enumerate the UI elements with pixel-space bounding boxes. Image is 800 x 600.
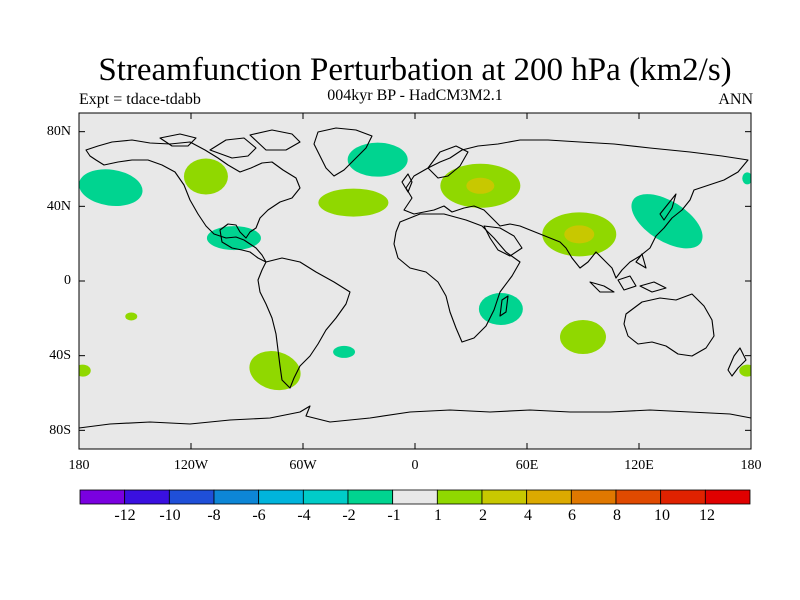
colorbar-swatch bbox=[124, 489, 170, 505]
lat-tick-label: 40S bbox=[49, 348, 71, 363]
colorbar-swatch bbox=[660, 489, 706, 505]
lon-tick-label: 120W bbox=[173, 458, 209, 473]
colorbar-label: -12 bbox=[114, 507, 136, 524]
lon-tick-label: 60W bbox=[289, 458, 317, 473]
anomaly-south-asia-core bbox=[564, 225, 595, 244]
colorbar-swatch bbox=[79, 489, 126, 505]
colorbar-label: 10 bbox=[654, 507, 670, 524]
lat-tick-label: 80N bbox=[46, 124, 71, 139]
colorbar-swatch bbox=[526, 489, 572, 505]
coast-british-isles bbox=[401, 173, 413, 193]
map-background bbox=[79, 113, 751, 449]
anomaly-south-indian-ocean bbox=[560, 320, 606, 354]
colorbar-label: 6 bbox=[568, 507, 576, 524]
coast-antarctica bbox=[78, 405, 752, 429]
coast-arctic-islands bbox=[159, 129, 301, 159]
period-model-label: 004kyr BP - HadCM3M2.1 bbox=[327, 87, 503, 104]
anomaly-regions bbox=[79, 142, 751, 391]
colorbar-swatch bbox=[570, 489, 617, 505]
lat-tick-label: 80S bbox=[49, 423, 71, 438]
colorbar-label: 2 bbox=[479, 507, 487, 524]
anomaly-greenland-east bbox=[347, 142, 408, 177]
colorbar-label: 12 bbox=[699, 507, 715, 524]
colorbar-label: 8 bbox=[613, 507, 621, 524]
colorbar-swatch bbox=[213, 489, 260, 505]
colorbar-swatch bbox=[615, 489, 662, 505]
lat-tick-label: 0 bbox=[64, 273, 71, 288]
colorbar-swatch bbox=[436, 489, 483, 505]
coast-eurasia bbox=[403, 139, 749, 279]
colorbar-swatch bbox=[302, 489, 349, 505]
anomaly-south-pacific-east bbox=[739, 364, 751, 377]
chart-title: Streamfunction Perturbation at 200 hPa (… bbox=[98, 52, 732, 88]
anomaly-north-america-west bbox=[183, 158, 228, 195]
colorbar-swatch bbox=[481, 489, 528, 505]
coast-maritime-asia bbox=[589, 253, 667, 293]
colorbar-label: -1 bbox=[387, 507, 401, 524]
colorbar-swatch bbox=[704, 489, 751, 505]
coast-japan bbox=[659, 193, 677, 221]
lat-tick-label: 40N bbox=[46, 199, 71, 214]
colorbar-swatch bbox=[258, 489, 304, 505]
experiment-label: Expt = tdace-tdabb bbox=[79, 91, 201, 108]
lon-tick-label: 180 bbox=[740, 458, 762, 473]
coast-australia bbox=[623, 293, 715, 357]
lon-tick-label: 120E bbox=[624, 458, 654, 473]
coast-south-america bbox=[257, 257, 351, 389]
anomaly-south-america-south bbox=[249, 351, 301, 391]
colorbar-swatch bbox=[168, 489, 215, 505]
coast-africa bbox=[393, 213, 521, 343]
colorbar-label: -10 bbox=[159, 507, 181, 524]
colorbar-label: -8 bbox=[207, 507, 221, 524]
anomaly-south-pacific-small bbox=[125, 312, 138, 321]
coast-north-america bbox=[85, 139, 301, 263]
lon-tick-label: 60E bbox=[515, 458, 539, 473]
lon-tick-label: 0 bbox=[411, 458, 419, 473]
coast-scandinavia bbox=[427, 145, 469, 179]
anomaly-north-atlantic bbox=[318, 188, 389, 217]
coast-arabia bbox=[483, 225, 523, 257]
coast-new-zealand bbox=[727, 347, 747, 377]
colorbar-label: 4 bbox=[524, 507, 532, 524]
coast-madagascar bbox=[499, 295, 509, 317]
lon-tick-label: 180 bbox=[68, 458, 90, 473]
colorbar-swatch bbox=[392, 489, 438, 505]
anomaly-east-asia-pacific bbox=[631, 194, 703, 249]
season-label: ANN bbox=[718, 91, 753, 108]
colorbar-label: 1 bbox=[434, 507, 442, 524]
axis-ticks bbox=[78, 113, 752, 449]
anomaly-south-atlantic-small bbox=[333, 345, 356, 358]
anomaly-eastern-europe-core bbox=[466, 177, 495, 194]
colorbar-label: -2 bbox=[342, 507, 356, 524]
coastlines bbox=[78, 127, 752, 429]
coast-greenland bbox=[313, 127, 373, 177]
colorbar-label: -4 bbox=[297, 507, 311, 524]
anomaly-south-pacific-west bbox=[79, 364, 91, 377]
colorbar bbox=[79, 489, 751, 505]
anomaly-west-pacific-edge bbox=[742, 172, 751, 185]
colorbar-swatch bbox=[347, 489, 394, 505]
anomaly-north-pacific-east bbox=[79, 169, 143, 207]
colorbar-label: -6 bbox=[252, 507, 266, 524]
